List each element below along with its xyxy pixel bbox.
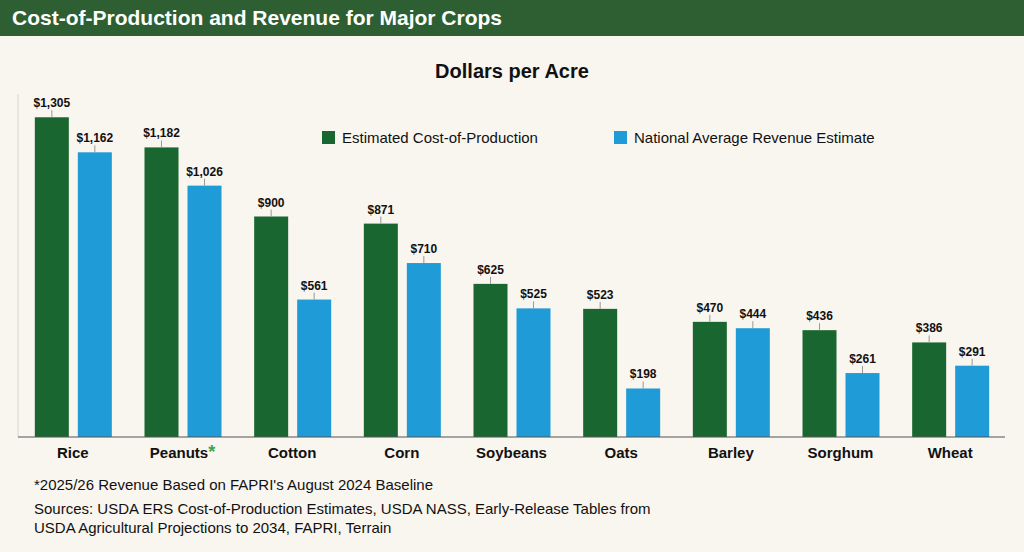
data-label: $291: [959, 345, 986, 359]
x-axis-line: [18, 436, 1005, 437]
footnote: *2025/26 Revenue Based on FAPRI's August…: [34, 476, 433, 493]
label-leader: [600, 302, 601, 309]
label-leader: [94, 145, 95, 152]
y-axis-line: [18, 94, 19, 437]
label-leader: [862, 366, 863, 373]
label-leader: [533, 301, 534, 308]
bar: [35, 117, 69, 437]
sources: USDA Agricultural Projections to 2034, F…: [34, 519, 391, 536]
background: [0, 0, 1024, 552]
data-label: $386: [916, 321, 943, 335]
label-leader: [490, 277, 491, 284]
category-label: Sorghum: [808, 444, 874, 461]
bar: [254, 217, 288, 438]
category-label: Peanuts*: [150, 442, 215, 462]
label-leader: [709, 315, 710, 322]
label-leader: [380, 217, 381, 224]
bar: [583, 309, 617, 437]
data-label: $710: [410, 242, 437, 256]
bar: [846, 373, 880, 437]
label-leader: [819, 323, 820, 330]
subtitle: Dollars per Acre: [435, 60, 589, 82]
bar: [188, 186, 222, 437]
category-label: Barley: [708, 444, 755, 461]
bar: [693, 322, 727, 437]
data-label: $1,162: [76, 131, 113, 145]
data-label: $436: [806, 309, 833, 323]
category-label: Wheat: [928, 444, 973, 461]
bar: [517, 308, 551, 437]
label-leader: [51, 110, 52, 117]
header-bar: [0, 0, 1024, 36]
bars: [35, 117, 989, 437]
data-label: $871: [367, 203, 394, 217]
label-leader: [204, 179, 205, 186]
bar: [626, 388, 660, 437]
category-label: Rice: [57, 444, 89, 461]
bar: [912, 342, 946, 437]
data-label: $444: [739, 307, 766, 321]
legend-entry: Estimated Cost-of-Production: [342, 129, 538, 146]
data-label: $1,305: [33, 96, 70, 110]
bar: [78, 152, 112, 437]
category-label: Soybeans: [476, 444, 547, 461]
data-label: $523: [587, 288, 614, 302]
label-leader: [972, 359, 973, 366]
data-label: $561: [301, 279, 328, 293]
category-label: Oats: [604, 444, 637, 461]
chart: Cost-of-Production and Revenue for Major…: [0, 0, 1024, 552]
legend-swatch: [322, 131, 335, 144]
data-label: $261: [849, 352, 876, 366]
data-label: $198: [630, 367, 657, 381]
bar: [364, 224, 398, 437]
label-leader: [929, 335, 930, 342]
label-leader: [643, 381, 644, 388]
bar: [407, 263, 441, 437]
data-label: $900: [258, 196, 285, 210]
label-leader: [423, 256, 424, 263]
bar: [474, 284, 508, 437]
title: Cost-of-Production and Revenue for Major…: [12, 6, 502, 29]
bar: [955, 366, 989, 437]
data-labels: $1,305 $1,182 $900 $871 $625 $523 $470 $436 $386…: [33, 96, 985, 388]
category-label: Corn: [384, 444, 419, 461]
legend-swatch: [614, 131, 627, 144]
data-label: $470: [696, 301, 723, 315]
legend-entry: National Average Revenue Estimate: [634, 129, 875, 146]
label-leader: [752, 321, 753, 328]
data-label: $1,182: [143, 126, 180, 140]
data-label: $525: [520, 287, 547, 301]
data-label: $625: [477, 263, 504, 277]
bar: [736, 328, 770, 437]
label-leader: [161, 140, 162, 147]
label-leader: [271, 210, 272, 217]
bar: [803, 330, 837, 437]
data-label: $1,026: [186, 165, 223, 179]
bar: [145, 147, 179, 437]
category-label: Cotton: [268, 444, 316, 461]
label-leader: [314, 293, 315, 300]
bar: [297, 300, 331, 437]
sources: Sources: USDA ERS Cost-of-Production Est…: [34, 500, 651, 517]
